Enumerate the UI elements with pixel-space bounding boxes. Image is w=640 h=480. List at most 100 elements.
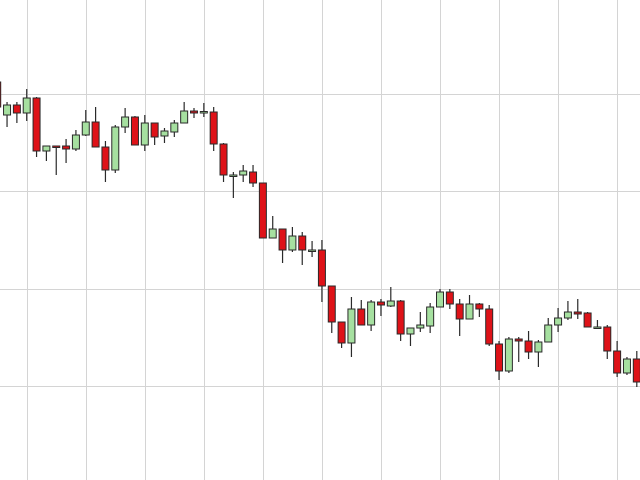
- candle: [524, 331, 533, 359]
- candle-body-up: [239, 170, 248, 176]
- candle: [298, 232, 307, 265]
- candle-body-up: [386, 300, 395, 307]
- candle: [81, 110, 90, 136]
- candle: [180, 102, 189, 124]
- candle-body-down: [12, 104, 21, 114]
- candle: [544, 318, 553, 343]
- candle-body-down: [475, 303, 484, 310]
- candle-body-down: [376, 301, 385, 306]
- candle-body-down: [249, 171, 258, 184]
- candle-body-up: [426, 306, 435, 327]
- candle: [150, 122, 159, 145]
- candle-body-up: [544, 324, 553, 343]
- candle-body-down: [209, 111, 218, 145]
- candles: [0, 81, 640, 387]
- candle-body-down: [62, 145, 71, 150]
- candle: [485, 305, 494, 346]
- candle-body-up: [554, 317, 563, 326]
- candle: [160, 128, 169, 143]
- candle-body-up: [160, 130, 169, 137]
- candle: [42, 145, 51, 161]
- candle: [249, 165, 258, 187]
- candle-body-down: [485, 308, 494, 345]
- candle-body-up: [3, 104, 12, 116]
- candle-body-down: [524, 340, 533, 353]
- candle: [426, 303, 435, 333]
- candle: [199, 103, 208, 117]
- candle: [317, 240, 326, 302]
- candle-body-up: [465, 303, 474, 320]
- candle: [62, 139, 71, 163]
- candle-body-down: [495, 343, 504, 372]
- candle: [573, 299, 582, 319]
- candle-body-up: [308, 249, 317, 252]
- candle-body-down: [603, 326, 612, 352]
- candle: [121, 108, 130, 133]
- candle: [367, 300, 376, 331]
- candle: [465, 295, 474, 320]
- candle: [170, 120, 179, 137]
- candle: [239, 165, 248, 182]
- candle-body-up: [436, 291, 444, 308]
- candle-body-up: [180, 110, 189, 124]
- candle: [613, 341, 622, 377]
- candle-body-down: [278, 228, 287, 251]
- candle-body-down: [219, 143, 228, 176]
- candle: [337, 321, 346, 348]
- candle: [563, 301, 572, 320]
- candle: [406, 327, 415, 346]
- candle: [190, 108, 198, 118]
- candle: [376, 299, 385, 316]
- candle: [386, 287, 395, 307]
- candle: [288, 227, 297, 252]
- candle-body-down: [130, 116, 139, 146]
- candle: [475, 303, 484, 317]
- candle-body-down: [0, 81, 2, 108]
- candle-body-up: [111, 126, 120, 171]
- candle-body-down: [632, 358, 640, 383]
- candle: [622, 357, 631, 375]
- candle: [632, 351, 640, 387]
- candle-body-down: [298, 235, 307, 251]
- candle-body-down: [583, 312, 592, 328]
- candle-body-up: [170, 122, 179, 133]
- candle: [0, 81, 2, 108]
- candle-body-up: [199, 111, 208, 114]
- candle: [347, 297, 356, 357]
- candle-body-up: [229, 174, 238, 177]
- candle-body-down: [32, 97, 41, 152]
- candle-body-up: [71, 134, 80, 150]
- candle-body-down: [150, 122, 159, 138]
- candle: [495, 341, 504, 380]
- candle-body-up: [622, 358, 631, 374]
- candle: [12, 102, 21, 123]
- candle: [258, 182, 267, 239]
- candle: [603, 325, 612, 359]
- candle-body-down: [514, 338, 523, 342]
- candle-body-down: [357, 308, 366, 326]
- candle-body-down: [337, 321, 346, 344]
- candle-body-down: [613, 350, 622, 374]
- candle-body-up: [416, 324, 425, 329]
- candle: [32, 97, 41, 157]
- candle-body-up: [140, 122, 149, 146]
- candle-body-down: [327, 285, 336, 323]
- candle: [91, 107, 100, 148]
- candle-body-down: [317, 249, 326, 287]
- candle: [268, 216, 277, 239]
- candle-body-up: [593, 326, 602, 329]
- candle-body-up: [22, 97, 31, 114]
- candle-body-down: [52, 145, 61, 148]
- candle-body-down: [573, 311, 582, 315]
- candle: [52, 145, 61, 175]
- candle: [278, 228, 287, 263]
- candle: [71, 130, 80, 151]
- candle: [416, 312, 425, 332]
- candle: [101, 141, 110, 182]
- candle: [534, 340, 543, 367]
- candle-body-down: [258, 182, 267, 239]
- candle-body-down: [101, 146, 110, 171]
